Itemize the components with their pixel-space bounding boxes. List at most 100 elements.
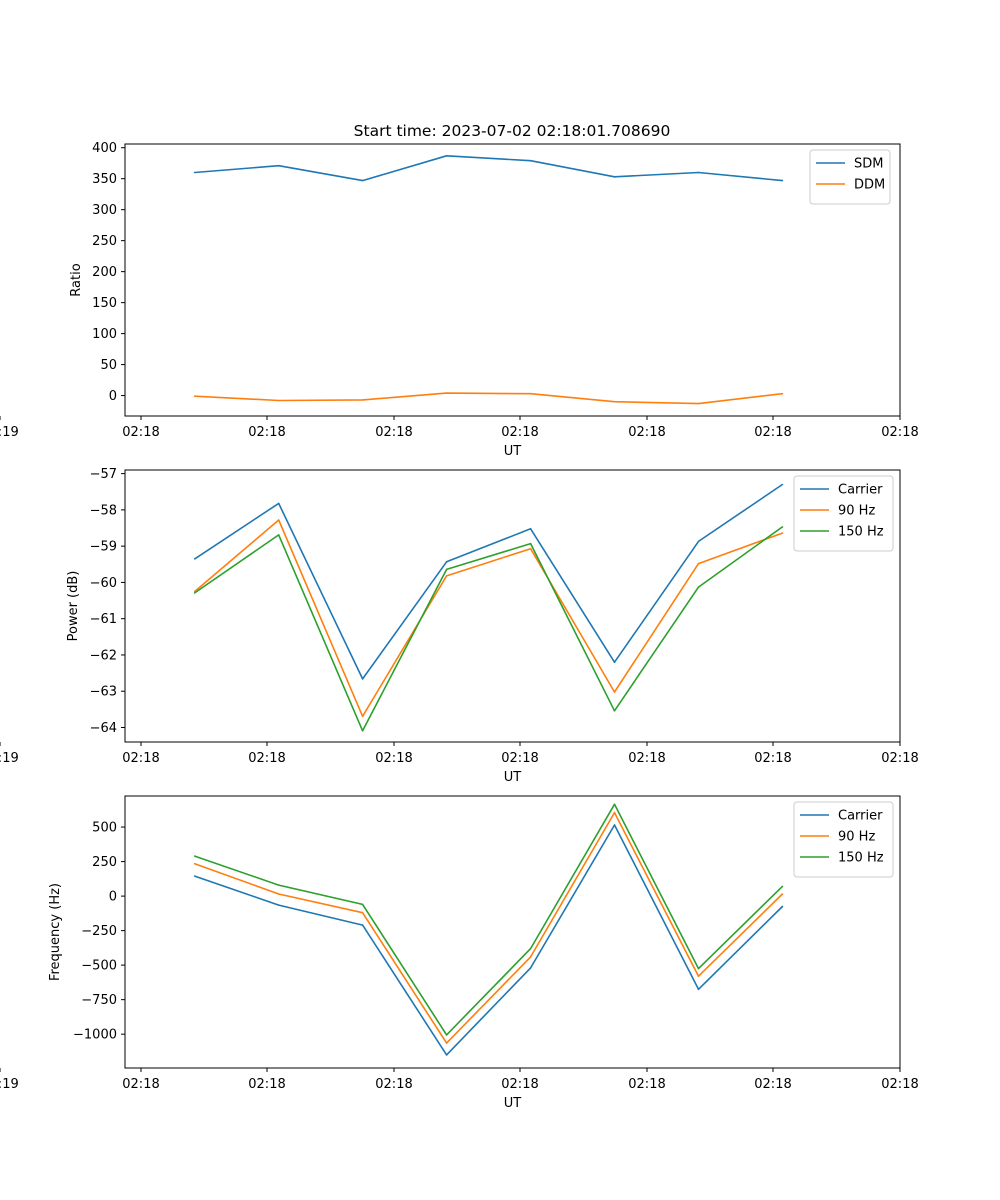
x-tick-label: 02:18 [881, 1077, 918, 1092]
data-point-150-hz [193, 855, 196, 857]
data-point-sdm [361, 179, 364, 182]
data-point-sdm [697, 171, 700, 174]
x-tick-label: 02:18 [628, 425, 665, 440]
data-point-ddm [277, 399, 280, 402]
y-tick-label: 150 [92, 296, 117, 311]
data-point-150-hz [361, 729, 364, 732]
data-point-150-hz [445, 568, 448, 571]
data-point-90-hz [445, 1042, 448, 1044]
y-axis-label: Power (dB) [66, 571, 81, 642]
y-tick-label: −500 [81, 959, 117, 974]
series-line-carrier [194, 483, 783, 680]
x-tick-label: 02:19 [0, 751, 19, 766]
data-point-ddm [529, 392, 532, 395]
data-point-90-hz [529, 956, 532, 958]
x-tick-label: 02:18 [248, 1077, 285, 1092]
data-point-sdm [613, 176, 616, 178]
axes-frame [124, 469, 901, 743]
y-tick-label: −1000 [73, 1028, 117, 1043]
y-tick-label: 0 [109, 389, 117, 404]
data-point-carrier [193, 875, 196, 877]
legend-label-90-hz: 90 Hz [838, 504, 875, 519]
y-tick-label: 100 [92, 327, 117, 342]
y-tick-label: 250 [92, 855, 117, 870]
y-tick-label: −750 [81, 993, 117, 1008]
data-point-150-hz [277, 534, 280, 536]
x-tick-label: 02:18 [754, 425, 791, 440]
y-axis-label: Ratio [69, 263, 84, 296]
legend-box [793, 475, 894, 552]
data-point-carrier [697, 540, 700, 543]
data-point-sdm [781, 179, 784, 182]
data-point-carrier [277, 904, 280, 906]
series-line-ddm [194, 392, 783, 405]
data-point-ddm [193, 395, 196, 397]
legend-label-sdm: SDM [854, 157, 883, 172]
legend-label-150-hz: 150 Hz [838, 525, 884, 540]
data-point-150-hz [697, 967, 700, 970]
x-tick-label: 02:18 [754, 1077, 791, 1092]
y-tick-label: 350 [92, 172, 117, 187]
data-point-carrier [445, 1054, 448, 1056]
x-tick-label: 02:19 [0, 1077, 19, 1092]
data-point-150-hz [277, 884, 280, 886]
x-tick-label: 02:18 [375, 1077, 412, 1092]
x-tick-label: 02:18 [501, 751, 538, 766]
data-point-ddm [613, 400, 616, 403]
y-tick-label: 500 [92, 821, 117, 836]
data-point-ddm [445, 392, 448, 394]
y-tick-label: −62 [90, 648, 117, 663]
data-point-sdm [193, 171, 196, 174]
legend-box [793, 801, 894, 878]
data-point-150-hz [193, 592, 196, 594]
x-axis-label: UT [504, 444, 522, 459]
x-tick-label: 02:18 [248, 425, 285, 440]
y-tick-label: −61 [90, 612, 117, 627]
data-point-90-hz [613, 691, 616, 693]
data-point-150-hz [697, 586, 700, 588]
data-point-90-hz [613, 811, 616, 814]
data-point-carrier [781, 483, 784, 486]
axes-frame [124, 795, 901, 1069]
data-point-90-hz [361, 911, 364, 914]
series-line-150-hz [194, 526, 783, 732]
data-point-90-hz [277, 893, 280, 895]
data-point-ddm [361, 399, 364, 401]
x-tick-label: 02:18 [122, 425, 159, 440]
x-tick-label: 02:18 [628, 751, 665, 766]
data-point-ddm [697, 402, 700, 405]
data-point-150-hz [781, 526, 784, 528]
data-point-150-hz [529, 542, 532, 545]
x-tick-label: 02:18 [122, 1077, 159, 1092]
data-point-carrier [277, 502, 280, 505]
x-axis-label: UT [504, 770, 522, 785]
legend-label-150-hz: 150 Hz [838, 851, 884, 866]
x-tick-label: 02:18 [122, 751, 159, 766]
data-point-carrier [781, 905, 784, 908]
data-point-150-hz [445, 1034, 448, 1036]
x-tick-label: 02:18 [754, 751, 791, 766]
y-tick-label: 200 [92, 265, 117, 280]
axes-frame [124, 143, 901, 417]
x-tick-label: 02:19 [0, 425, 19, 440]
frequency-panel: 02:18 02:18 02:18 02:18 02:18 02:18 02:18 02:19… [0, 795, 919, 1111]
x-tick-label: 02:18 [501, 425, 538, 440]
series-line-carrier [194, 824, 783, 1056]
data-point-carrier [613, 824, 616, 826]
data-point-sdm [445, 154, 448, 157]
y-axis-label: Frequency (Hz) [48, 883, 63, 981]
y-tick-label: 400 [92, 141, 117, 156]
y-tick-label: −58 [90, 503, 117, 518]
data-point-90-hz [697, 562, 700, 565]
y-tick-label: −59 [90, 540, 117, 555]
y-tick-label: −60 [90, 576, 117, 591]
data-point-150-hz [613, 710, 616, 712]
data-point-90-hz [781, 893, 784, 895]
x-axis-label: UT [504, 1096, 522, 1111]
series-line-sdm [194, 155, 783, 182]
y-tick-label: −250 [81, 924, 117, 939]
y-tick-label: −57 [90, 467, 117, 482]
series-line-90-hz [194, 811, 783, 1044]
legend-label-carrier: Carrier [838, 809, 883, 824]
